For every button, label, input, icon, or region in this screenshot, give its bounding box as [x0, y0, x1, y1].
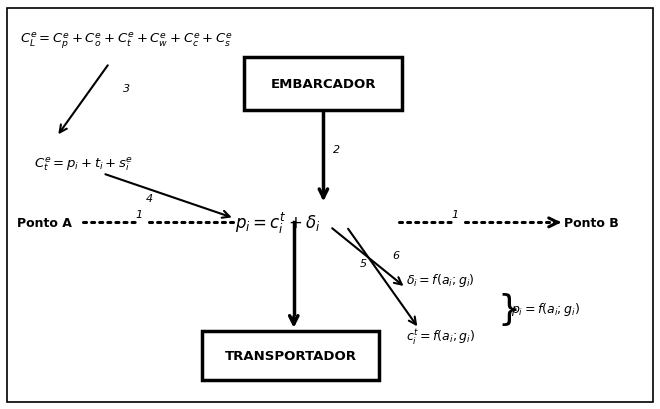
FancyBboxPatch shape — [201, 331, 380, 380]
Text: TRANSPORTADOR: TRANSPORTADOR — [224, 349, 356, 362]
Text: 2: 2 — [333, 144, 341, 155]
Text: 1: 1 — [136, 210, 143, 220]
Text: 4: 4 — [146, 193, 152, 203]
Text: $\}$: $\}$ — [496, 290, 517, 327]
FancyBboxPatch shape — [244, 58, 403, 111]
Text: 1: 1 — [452, 210, 459, 220]
Text: EMBARCADOR: EMBARCADOR — [271, 78, 376, 91]
Text: $p_i = c_i^t + \delta_i$: $p_i = c_i^t + \delta_i$ — [234, 210, 320, 235]
Text: 6: 6 — [393, 250, 400, 261]
Text: $c_i^t = f(a_i; g_i)$: $c_i^t = f(a_i; g_i)$ — [406, 327, 475, 346]
Text: 3: 3 — [123, 83, 129, 93]
Text: 5: 5 — [360, 258, 367, 269]
Text: $C_L^e = C_p^e + C_o^e + C_t^e + C_w^e + C_c^e + C_s^e$: $C_L^e = C_p^e + C_o^e + C_t^e + C_w^e +… — [20, 32, 234, 51]
Text: Ponto B: Ponto B — [564, 216, 618, 229]
Text: $\delta_i = f(a_i; g_i)$: $\delta_i = f(a_i; g_i)$ — [406, 272, 475, 288]
Text: $p_i = f(a_i; g_i)$: $p_i = f(a_i; g_i)$ — [511, 300, 580, 317]
Text: $C_t^e = p_i + t_i + s_i^e$: $C_t^e = p_i + t_i + s_i^e$ — [34, 155, 133, 173]
Text: Ponto A: Ponto A — [17, 216, 72, 229]
